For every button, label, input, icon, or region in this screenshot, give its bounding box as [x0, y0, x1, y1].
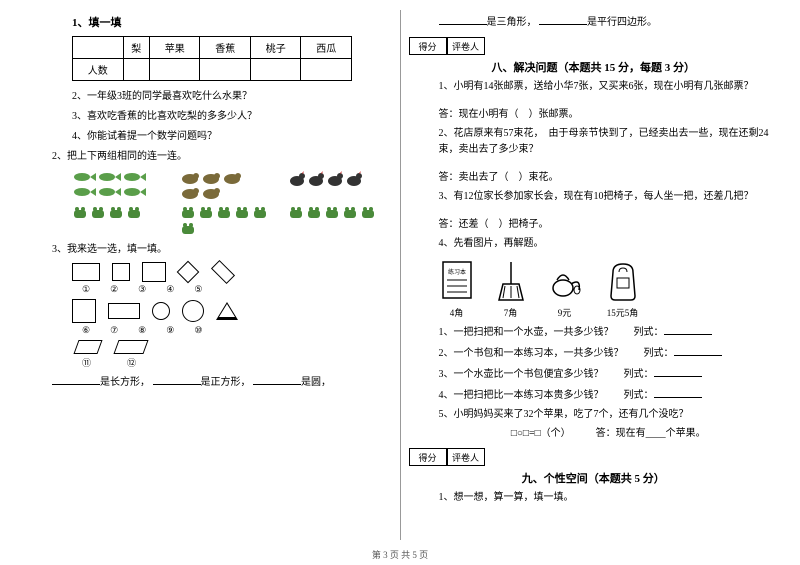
item-row: 练习本 4角 7角 9元 15元5角: [439, 258, 779, 319]
p9: 1、想一想，算一算，填一填。: [439, 490, 779, 506]
circle-icon: [152, 302, 170, 320]
diamond-icon: [177, 261, 200, 284]
animal-top-row: [72, 171, 392, 200]
page-footer: 第 3 页 共 5 页: [0, 548, 800, 561]
svg-text:练习本: 练习本: [447, 268, 465, 276]
frog-row: [72, 206, 392, 236]
score-box-9: 得分 评卷人: [409, 448, 779, 466]
shape-row-3: [72, 340, 392, 354]
rect-icon: [72, 263, 100, 281]
score-box-8: 得分 评卷人: [409, 37, 779, 55]
item-kettle: 9元: [547, 258, 583, 319]
shape-row-2: [72, 299, 392, 323]
p1: 1、小明有14张邮票，送给小华7张，又买来6张，现在小明有几张邮票？: [439, 79, 779, 95]
column-divider: [400, 10, 401, 540]
q3: 3、我来选一选，填一填。: [52, 242, 392, 258]
shape-row-1: [72, 262, 392, 282]
p4: 4、先看图片，再解题。: [439, 236, 779, 252]
fruit-table: 梨 苹果 香蕉 桃子 西瓜 人数: [72, 36, 352, 81]
left-column: 1、填一填 梨 苹果 香蕉 桃子 西瓜 人数 2、一年级3班的同学最喜欢吃什么水…: [18, 10, 396, 540]
q1-sub2: 2、一年级3班的同学最喜欢吃什么水果？: [72, 89, 392, 105]
q1-sub3: 3、喜欢吃香蕉的比喜欢吃梨的多多少人？: [72, 109, 392, 125]
p2-ans: 答：卖出去了（ ）束花。: [439, 170, 779, 186]
fill-line: 是长方形， 是正方形， 是圆，: [52, 373, 392, 391]
duck-group: [180, 171, 260, 200]
fish-group: [72, 171, 152, 200]
item-book: 练习本 4角: [439, 258, 475, 319]
section-9-title: 九、个性空间（本题共 5 分）: [409, 470, 779, 486]
p3-ans: 答：还差（ ）把椅子。: [439, 217, 779, 233]
q1-title: 1、填一填: [72, 14, 392, 30]
item-broom: 7角: [493, 258, 529, 319]
triangle-icon: [216, 302, 238, 320]
q2: 2、把上下两组相同的连一连。: [52, 149, 392, 165]
q1-sub4: 4、你能试着提一个数学问题吗？: [72, 129, 392, 145]
parallelogram-icon: [73, 340, 102, 354]
chicken-group: [288, 171, 368, 200]
p3: 3、有12位家长参加家长会，现在有10把椅子，每人坐一把，还差几把？: [439, 189, 779, 205]
square-icon: [112, 263, 130, 281]
item-bag: 15元5角: [601, 258, 645, 319]
right-column: 是三角形， 是平行四边形。 得分 评卷人 八、解决问题（本题共 15 分，每题 …: [405, 10, 783, 540]
top-fill: 是三角形， 是平行四边形。: [439, 13, 779, 31]
section-8-title: 八、解决问题（本题共 15 分，每题 3 分）: [409, 59, 779, 75]
p1-ans: 答：现在小明有（ ）张邮票。: [439, 107, 779, 123]
p2: 2、花店原来有57束花， 由于母亲节快到了，已经卖出去一些，现在还剩24束，卖出…: [439, 126, 779, 158]
p5: 5、小明妈妈买来了32个苹果，吃了7个，还有几个没吃？: [439, 407, 779, 423]
